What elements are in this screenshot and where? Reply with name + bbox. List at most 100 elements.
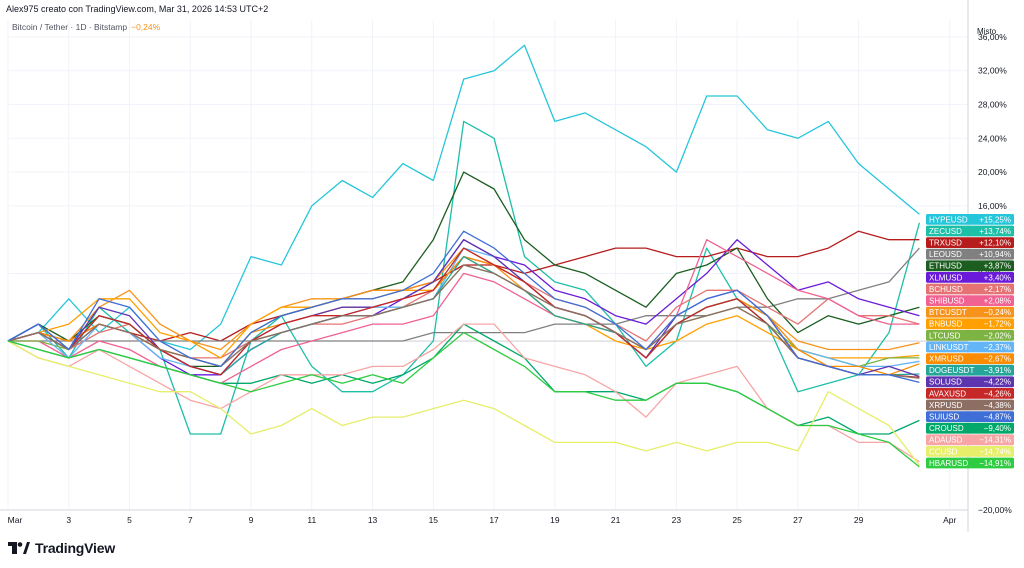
series-label-name: XRPUSD bbox=[929, 401, 963, 410]
symbol-info[interactable]: Bitcoin / Tether · 1D · Bitstamp −0,24% bbox=[12, 22, 160, 32]
series-label-name: TRXUSD bbox=[929, 239, 962, 248]
series-label-zecusd[interactable]: ZECUSD +13,74% bbox=[926, 225, 1014, 237]
series-label-xmrusd[interactable]: XMRUSD −2,67% bbox=[926, 353, 1014, 364]
series-label-bg bbox=[926, 434, 1014, 446]
series-label-bg bbox=[926, 318, 1014, 330]
series-label-dogeusdt[interactable]: DOGEUSDT −3,91% bbox=[926, 364, 1014, 376]
series-label-bg bbox=[926, 272, 1014, 283]
series-label-bg bbox=[926, 295, 1014, 306]
brand-name: TradingView bbox=[35, 540, 116, 556]
x-tick-label: 19 bbox=[550, 515, 560, 525]
series-label-name: ZECUSD bbox=[929, 227, 962, 236]
x-tick-label: 27 bbox=[793, 515, 803, 525]
series-label-ccusd[interactable]: CCUSD −14,74% bbox=[926, 446, 1014, 457]
y-tick-label: 20,00% bbox=[978, 167, 1007, 177]
series-label-adausd[interactable]: ADAUSD −14,31% bbox=[926, 434, 1014, 446]
series-label-ethusd[interactable]: ETHUSD +3,87% bbox=[926, 260, 1014, 272]
x-tick-label: 21 bbox=[611, 515, 621, 525]
series-label-bg bbox=[926, 306, 1014, 318]
tradingview-logo: TradingView bbox=[8, 540, 115, 556]
series-label-bnbusd[interactable]: BNBUSD −1,72% bbox=[926, 318, 1014, 330]
series-label-name: SOLUSD bbox=[929, 378, 962, 387]
series-label-trxusd[interactable]: TRXUSD +12,10% bbox=[926, 237, 1014, 248]
series-label-leousd[interactable]: LEOUSD +10,94% bbox=[926, 248, 1014, 260]
x-tick-label: Mar bbox=[8, 515, 23, 525]
series-label-name: HBARUSD bbox=[929, 459, 968, 468]
series-label-bg bbox=[926, 411, 1014, 422]
y-tick-label: 16,00% bbox=[978, 201, 1007, 211]
symbol-change: −0,24% bbox=[131, 22, 161, 32]
x-tick-label: 29 bbox=[854, 515, 864, 525]
series-label-crousd[interactable]: CROUSD −9,40% bbox=[926, 422, 1014, 434]
series-label-bg bbox=[926, 214, 1014, 225]
series-label-bg bbox=[926, 399, 1014, 411]
series-label-linkusdt[interactable]: LINKUSDT −2,37% bbox=[926, 341, 1014, 353]
series-label-bg bbox=[926, 260, 1014, 272]
series-line-suiusd[interactable] bbox=[7, 230, 920, 384]
series-label-change: +3,40% bbox=[984, 273, 1011, 282]
x-tick-label: 13 bbox=[368, 515, 378, 525]
series-line-hbarusd[interactable] bbox=[7, 331, 920, 468]
x-tick-label: 5 bbox=[127, 515, 132, 525]
series-label-ltcusd[interactable]: LTCUSD −2,02% bbox=[926, 330, 1014, 341]
price-scale-mode[interactable]: Misto bbox=[977, 27, 997, 36]
series-label-name: ETHUSD bbox=[929, 262, 962, 271]
series-label-change: −3,91% bbox=[984, 366, 1011, 375]
series-line-leousd[interactable] bbox=[8, 247, 920, 342]
series-label-change: −4,87% bbox=[984, 413, 1011, 422]
series-label-change: −2,37% bbox=[984, 343, 1011, 352]
y-tick-label: 28,00% bbox=[978, 99, 1007, 109]
series-label-bg bbox=[926, 283, 1014, 295]
series-line-linkusdt[interactable] bbox=[7, 247, 920, 376]
series-label-solusd[interactable]: SOLUSD −4,22% bbox=[926, 376, 1014, 388]
series-label-avaxusd[interactable]: AVAXUSD −4,26% bbox=[926, 388, 1014, 399]
x-tick-label: 7 bbox=[188, 515, 193, 525]
series-label-name: BCHUSD bbox=[929, 285, 963, 294]
series-label-change: −4,22% bbox=[984, 378, 1011, 387]
y-tick-label: 36,00% bbox=[978, 32, 1007, 42]
series-label-hypeusd[interactable]: HYPEUSD +15,25% bbox=[926, 214, 1014, 225]
series-label-xrpusd[interactable]: XRPUSD −4,38% bbox=[926, 399, 1014, 411]
series-label-name: BTCUSDT bbox=[929, 308, 967, 317]
series-label-suiusd[interactable]: SUIUSD −4,87% bbox=[926, 411, 1014, 422]
series-label-name: DOGEUSDT bbox=[929, 366, 974, 375]
series-label-bg bbox=[926, 353, 1014, 364]
series-label-name: HYPEUSD bbox=[929, 215, 968, 224]
series-label-bg bbox=[926, 388, 1014, 399]
series-label-change: +15,25% bbox=[979, 215, 1011, 224]
y-tick-label: 32,00% bbox=[978, 66, 1007, 76]
series-label-bchusd[interactable]: BCHUSD +2,17% bbox=[926, 283, 1014, 295]
series-label-change: −4,38% bbox=[984, 401, 1011, 410]
series-label-name: SUIUSD bbox=[929, 413, 959, 422]
series-label-name: CCUSD bbox=[929, 447, 958, 456]
series-label-hbarusd[interactable]: HBARUSD −14,91% bbox=[926, 457, 1014, 469]
y-tick-label: −20,00% bbox=[978, 505, 1012, 515]
series-label-change: −2,02% bbox=[984, 331, 1011, 340]
series-label-bg bbox=[926, 248, 1014, 260]
series-label-name: XMRUSD bbox=[929, 355, 964, 364]
series-line-xrpusd[interactable] bbox=[7, 264, 920, 379]
series-label-change: −2,67% bbox=[984, 355, 1011, 364]
series-label-change: +3,87% bbox=[984, 262, 1011, 271]
series-label-name: LEOUSD bbox=[929, 250, 962, 259]
series-label-bg bbox=[926, 341, 1014, 353]
series-label-bg bbox=[926, 330, 1014, 341]
series-label-name: LTCUSD bbox=[929, 331, 961, 340]
series-line-ccusd[interactable] bbox=[7, 340, 920, 466]
series-label-change: −14,74% bbox=[979, 447, 1011, 456]
symbol-name: Bitcoin / Tether · 1D · Bitstamp bbox=[12, 22, 128, 32]
series-label-bg bbox=[926, 364, 1014, 376]
x-tick-label: 15 bbox=[429, 515, 439, 525]
series-label-btcusdt[interactable]: BTCUSDT −0,24% bbox=[926, 306, 1014, 318]
series-label-change: −14,31% bbox=[979, 436, 1011, 445]
series-label-shibusd[interactable]: SHIBUSD +2,08% bbox=[926, 295, 1014, 306]
series-label-xlmusd[interactable]: XLMUSD +3,40% bbox=[926, 272, 1014, 283]
x-tick-label: 9 bbox=[249, 515, 254, 525]
series-label-change: +2,08% bbox=[984, 297, 1011, 306]
chart-header-title: Alex975 creato con TradingView.com, Mar … bbox=[6, 4, 269, 14]
series-line-hypeusd[interactable] bbox=[7, 44, 920, 351]
series-label-name: AVAXUSD bbox=[929, 389, 966, 398]
series-label-change: +2,17% bbox=[984, 285, 1011, 294]
series-label-bg bbox=[926, 376, 1014, 388]
